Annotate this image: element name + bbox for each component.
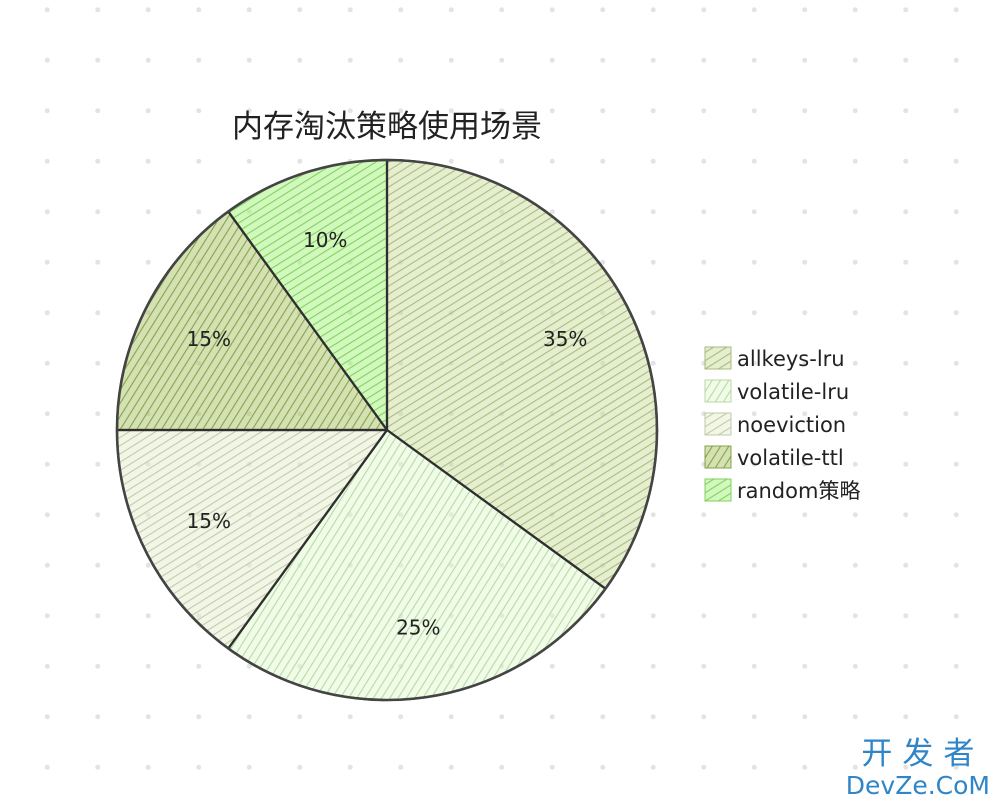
pie-slices — [115, 158, 659, 702]
legend-label-random: random策略 — [737, 479, 860, 503]
watermark-line2: DevZe.CoM — [845, 771, 990, 800]
legend-swatch-volatile-lru — [704, 379, 732, 403]
legend-label-noeviction: noeviction — [737, 413, 846, 437]
slice-label-noeviction: 15% — [187, 509, 231, 533]
pie-outline — [115, 158, 659, 702]
slice-labels: 35% 25% 15% 15% 10% — [187, 228, 588, 640]
legend-label-allkeys-lru: allkeys-lru — [737, 347, 845, 371]
slice-label-volatile-ttl: 15% — [187, 327, 231, 351]
chart-title: 内存淘汰策略使用场景 — [232, 109, 542, 145]
legend-swatch-noeviction — [704, 412, 732, 436]
legend-label-volatile-ttl: volatile-ttl — [737, 446, 844, 470]
slice-label-allkeys-lru: 35% — [543, 327, 587, 351]
watermark-line1: 开发者 — [861, 736, 985, 772]
slice-label-random: 10% — [303, 228, 347, 252]
legend-swatch-allkeys-lru — [704, 346, 732, 370]
legend-swatch-random — [704, 478, 732, 502]
legend: allkeys-lru volatile-lru noeviction volatil… — [704, 346, 860, 503]
legend-label-volatile-lru: volatile-lru — [737, 380, 849, 404]
legend-swatch-volatile-ttl — [704, 445, 732, 469]
watermark: 开发者 DevZe.CoM — [845, 739, 990, 800]
slice-label-volatile-lru: 25% — [396, 616, 440, 640]
